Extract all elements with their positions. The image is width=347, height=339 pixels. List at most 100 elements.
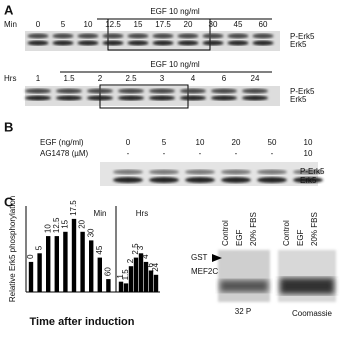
band [185, 169, 215, 175]
lane-label: 4 [191, 74, 196, 83]
band [177, 40, 199, 46]
bar [148, 270, 154, 292]
panel-label: B [4, 119, 13, 134]
band-label: Erk5 [290, 40, 307, 49]
band-label: Erk5 [300, 176, 317, 185]
lane-label: 10 [304, 138, 313, 147]
band [77, 40, 99, 46]
lane-label: 20 [232, 138, 241, 147]
bar-label: 60 [104, 267, 113, 276]
lane-label: 20% FBS [310, 212, 319, 246]
bar-label: 4 [141, 254, 150, 259]
band [293, 177, 323, 183]
band [127, 40, 149, 46]
bar-label: 2.5 [131, 243, 140, 255]
lane-label: 0 [36, 20, 41, 29]
bar [71, 218, 77, 292]
lane-label: EGF [235, 229, 244, 246]
lane-label: 60 [259, 20, 268, 29]
bar-label: 0 [26, 254, 35, 259]
band [86, 95, 114, 101]
marker-label: MEF2C [191, 267, 218, 276]
lane-label: 0 [126, 138, 131, 147]
bar [118, 281, 124, 292]
lane-label: - [199, 149, 202, 158]
bar-label: 1.5 [121, 269, 130, 281]
band [179, 95, 207, 101]
band [252, 33, 274, 39]
lane-label: - [163, 149, 166, 158]
header: EGF 10 ng/ml [150, 60, 200, 69]
band [152, 40, 174, 46]
lane-label: Control [221, 220, 230, 246]
lane-label: 30 [209, 20, 218, 29]
bar-label: 10 [43, 224, 52, 233]
band [52, 33, 74, 39]
lane-label: 1.5 [63, 74, 75, 83]
band [221, 169, 251, 175]
row-label: AG1478 (µM) [40, 149, 89, 158]
band [202, 40, 224, 46]
band [113, 177, 143, 183]
lane-label: - [127, 149, 130, 158]
bar [63, 231, 68, 292]
lane-label: - [271, 149, 274, 158]
band [280, 278, 334, 294]
group-label: Min [94, 209, 107, 218]
band [149, 169, 179, 175]
lane-label: 10 [84, 20, 93, 29]
bar [106, 279, 111, 292]
bar [97, 257, 102, 292]
band [24, 95, 52, 101]
bar [123, 283, 129, 292]
bar-label: 3 [136, 245, 145, 250]
band [241, 88, 269, 94]
panel-label: C [4, 194, 14, 209]
lane-label: 6 [222, 74, 227, 83]
lane-label: 50 [268, 138, 277, 147]
row-unit: Hrs [4, 74, 16, 83]
lane-label: 45 [234, 20, 243, 29]
band-label: P-Erk5 [290, 32, 315, 41]
bar-label: 1 [116, 274, 125, 279]
band [252, 40, 274, 46]
bar [89, 240, 94, 292]
bar-label: 17.5 [69, 200, 78, 216]
band [148, 95, 176, 101]
bar-label: 12.5 [52, 217, 61, 233]
y-label: Relative Erk5 phosphorylation [8, 196, 17, 302]
bar-label: 2 [126, 258, 135, 263]
band [102, 40, 124, 46]
lane-label: 5 [61, 20, 66, 29]
band [55, 95, 83, 101]
marker-label: GST [191, 253, 208, 262]
band [202, 33, 224, 39]
lane-label: 2 [98, 74, 103, 83]
band [117, 88, 145, 94]
band [27, 40, 49, 46]
band [257, 177, 287, 183]
blot-label: Coomassie [292, 309, 333, 318]
band-label: Erk5 [290, 95, 307, 104]
blot [218, 250, 270, 302]
x-label: Time after induction [30, 316, 135, 328]
lane-label: 20 [184, 20, 193, 29]
bar [153, 274, 159, 292]
bar-label: 5 [35, 245, 44, 250]
bar [133, 257, 139, 292]
band [177, 33, 199, 39]
bar [37, 253, 42, 292]
band [127, 33, 149, 39]
lane-label: 20% FBS [249, 212, 258, 246]
lane-label: - [235, 149, 238, 158]
band-label: P-Erk5 [290, 87, 315, 96]
panel-label: A [4, 2, 14, 17]
band [86, 88, 114, 94]
band [227, 40, 249, 46]
bar-label: 45 [95, 245, 104, 254]
bar [138, 253, 144, 292]
group-label: Hrs [136, 209, 148, 218]
lane-label: 17.5 [155, 20, 171, 29]
band [24, 88, 52, 94]
